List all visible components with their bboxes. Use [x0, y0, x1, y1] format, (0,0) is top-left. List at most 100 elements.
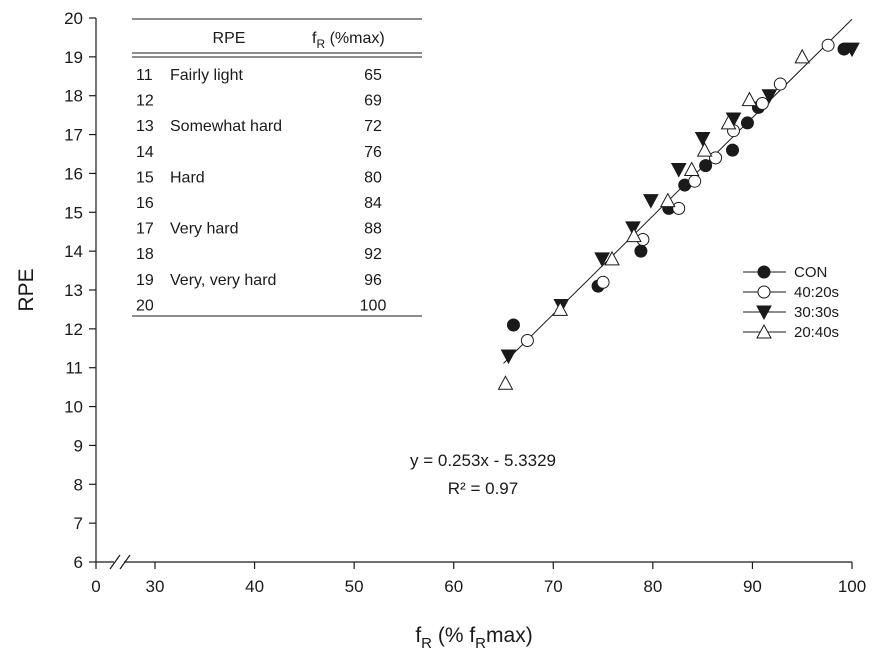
data-point: [672, 201, 686, 215]
legend-label: 30:30s: [794, 304, 839, 321]
x-tick-label: 0: [91, 577, 100, 596]
table-cell-fr: 69: [364, 93, 382, 110]
legend-marker: [756, 323, 772, 339]
y-tick-label: 17: [64, 126, 83, 145]
data-point: [699, 159, 713, 173]
data-point: [755, 96, 769, 110]
table-cell-fr: 72: [364, 118, 382, 135]
r-squared: R² = 0.97: [448, 479, 518, 498]
table-cell-fr: 96: [364, 272, 382, 289]
y-tick-label: 16: [64, 164, 83, 183]
table-cell-description: Very, very hard: [170, 272, 276, 289]
table-cell-rpe: 17: [136, 221, 154, 238]
x-tick-label: 80: [643, 577, 662, 596]
legend: CON 40:20s 30:30s 20:40s: [743, 264, 839, 341]
legend-label: 40:20s: [794, 284, 839, 301]
y-tick-label: 9: [74, 436, 83, 455]
table-header-rpe: RPE: [213, 30, 246, 47]
data-point: [604, 250, 620, 266]
y-tick-label: 15: [64, 203, 83, 222]
data-point: [506, 318, 520, 332]
table-cell-fr: 88: [364, 221, 382, 238]
y-tick-label: 20: [64, 9, 83, 28]
x-tick-label: 40: [245, 577, 264, 596]
y-tick-label: 8: [74, 475, 83, 494]
y-tick-label: 11: [65, 359, 83, 378]
x-tick-label: 50: [345, 577, 364, 596]
table-cell-description: Very hard: [170, 221, 238, 238]
table-cell-fr: 65: [364, 67, 382, 84]
table-cell-rpe: 14: [136, 144, 154, 161]
rpe-table: RPE fR (%max) 11 Fairly light 65 12 69 13 Somewh…: [132, 18, 422, 317]
y-tick-label: 14: [64, 242, 83, 261]
table-cell-description: Somewhat hard: [170, 118, 282, 135]
table-cell-rpe: 12: [136, 93, 154, 110]
legend-marker: [757, 285, 771, 299]
data-point: [726, 143, 740, 157]
table-cell-rpe: 19: [136, 272, 154, 289]
table-cell-fr: 76: [364, 144, 382, 161]
y-tick-label: 12: [64, 320, 83, 339]
table-cell-fr: 80: [364, 169, 382, 186]
legend-marker: [757, 265, 771, 279]
y-tick-label: 7: [74, 514, 83, 533]
table-cell-description: Fairly light: [170, 67, 243, 84]
legend-label: CON: [794, 264, 827, 281]
data-point: [626, 227, 642, 243]
x-tick-label: 70: [544, 577, 563, 596]
series-20-40s: [497, 48, 811, 390]
data-point: [773, 77, 787, 91]
data-point: [497, 375, 514, 390]
regression-equation: y = 0.253x - 5.3329: [410, 451, 556, 470]
data-point: [500, 349, 517, 365]
data-marks: [497, 18, 860, 390]
data-point: [659, 192, 676, 208]
y-axis-title: RPE: [15, 268, 38, 311]
data-point: [696, 142, 713, 157]
data-point: [794, 48, 811, 64]
x-tick-label: 30: [146, 577, 165, 596]
y-tick-label: 19: [64, 48, 83, 67]
data-point: [596, 275, 610, 289]
table-cell-rpe: 11: [136, 67, 153, 84]
legend-marker: [756, 305, 772, 321]
table-cell-fr: 92: [364, 246, 382, 263]
axis-break-mark: [119, 554, 131, 570]
table-cell-rpe: 18: [136, 246, 154, 263]
data-point: [683, 161, 700, 177]
data-point: [688, 174, 702, 188]
data-point: [720, 114, 737, 130]
x-axis-title: fR (% fRmax): [415, 624, 532, 652]
data-point: [821, 38, 835, 52]
legend-label: 20:40s: [794, 324, 839, 341]
data-point: [643, 194, 659, 209]
table-cell-fr: 100: [360, 297, 387, 314]
series-40-20s: [520, 38, 835, 348]
data-point: [634, 244, 648, 258]
x-tick-label: 100: [838, 577, 866, 596]
table-cell-rpe: 20: [136, 297, 154, 314]
data-point: [552, 301, 569, 316]
axes: 6 7 8 9 10 11 12 13 14 15 16 17 18 19 20 0 30 40 50 60 70 80 9…: [15, 9, 866, 652]
y-tick-label: 13: [64, 281, 83, 300]
table-cell-description: Hard: [170, 169, 205, 186]
data-point: [670, 163, 687, 178]
data-point: [709, 151, 723, 165]
table-cell-rpe: 16: [136, 195, 154, 212]
data-point: [594, 252, 610, 267]
table-header-fr: fR (%max): [312, 30, 385, 51]
data-point: [761, 89, 778, 104]
axis-break-mark: [109, 554, 121, 570]
data-point: [741, 91, 758, 107]
x-tick-label: 90: [743, 577, 762, 596]
y-tick-label: 10: [64, 398, 83, 417]
data-point: [520, 334, 534, 348]
table-cell-fr: 84: [364, 195, 382, 212]
table-cell-rpe: 15: [136, 169, 154, 186]
data-point: [740, 116, 754, 130]
y-tick-label: 18: [64, 87, 83, 106]
data-point: [844, 42, 860, 58]
data-point: [625, 221, 641, 236]
data-point: [694, 131, 711, 147]
